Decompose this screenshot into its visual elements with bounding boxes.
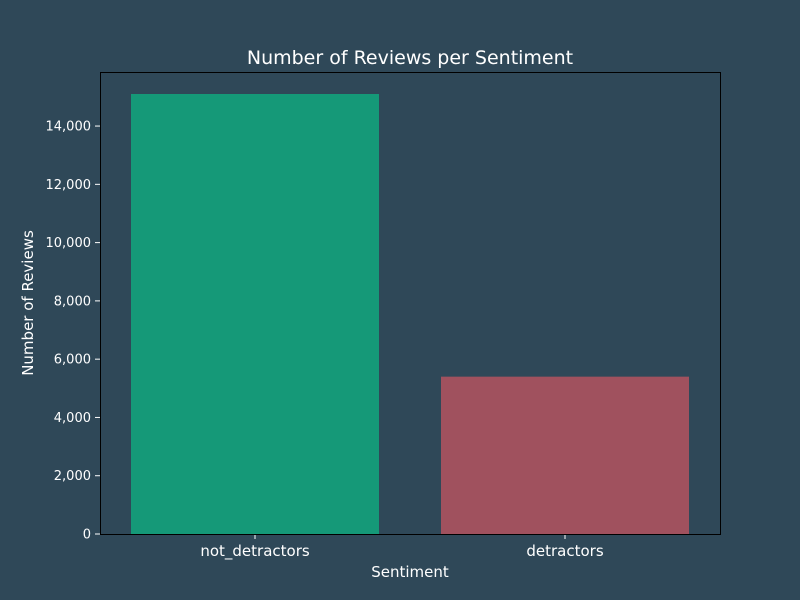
- x-axis-label: Sentiment: [371, 563, 449, 581]
- plot-frame: [100, 72, 721, 535]
- y-tick-label: 14,000: [46, 120, 92, 135]
- y-tick-label: 10,000: [46, 236, 92, 251]
- x-axis-ticks: not_detractors detractors: [200, 534, 604, 561]
- y-tick-label: 4,000: [54, 411, 91, 426]
- y-tick-label: 12,000: [46, 178, 92, 193]
- bars-group: [131, 94, 689, 534]
- y-tick-label: 6,000: [54, 353, 91, 368]
- bar-not_detractors: [131, 94, 379, 534]
- y-tick-label: 8,000: [54, 294, 91, 309]
- y-axis-label: Number of Reviews: [19, 230, 37, 376]
- bar-detractors: [441, 376, 689, 534]
- y-axis-ticks: 0 2,000 4,000 6,000 8,000 10,000 12,000 14,000: [46, 120, 100, 543]
- x-tick-label: detractors: [526, 542, 603, 560]
- x-tick-label: not_detractors: [200, 542, 310, 561]
- y-tick-label: 0: [83, 528, 91, 543]
- chart-title: Number of Reviews per Sentiment: [247, 47, 573, 69]
- y-tick-label: 2,000: [54, 469, 91, 484]
